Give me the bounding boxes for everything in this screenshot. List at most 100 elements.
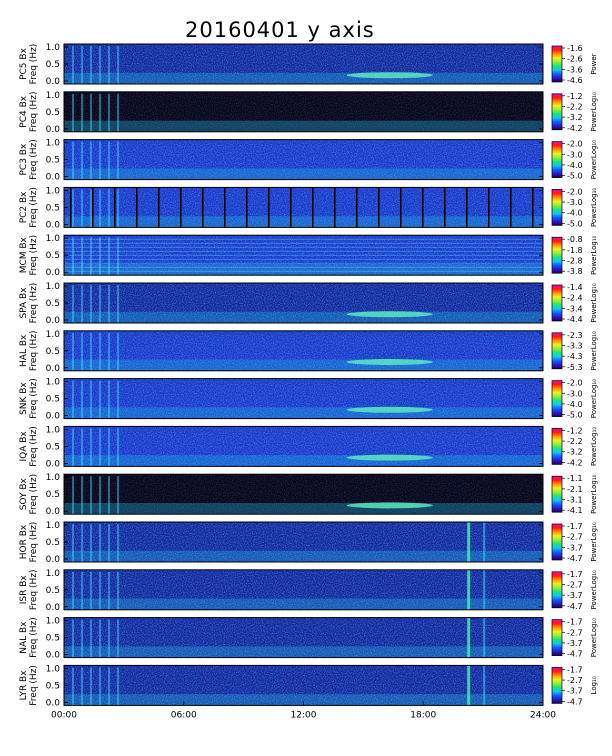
panel-snk: 1.0 0.5 0.0 SNK Bx Freq (Hz) -2.0-3.0 -4.0 -5.0… [19, 378, 598, 422]
svg-text:PowerLog₁₀: PowerLog₁₀ [590, 522, 598, 561]
svg-text:PC5 Bx: PC5 Bx [19, 47, 29, 79]
colorbar-tick-label: -3.0 [567, 150, 583, 159]
panel-hor: 1.0 0.5 0.0 HOR Bx Freq (Hz) -1.7 -2.7-3.7 -4.7… [19, 521, 598, 565]
svg-text:Freq (Hz): Freq (Hz) [29, 569, 39, 610]
svg-text:Freq (Hz): Freq (Hz) [29, 665, 39, 706]
svg-text:PowerLog₁₀: PowerLog₁₀ [590, 570, 598, 609]
colorbar-tick-label: -3.8 [567, 267, 583, 276]
colorbar-tick-label: -1.7 [567, 665, 583, 674]
panel-pc4: 1.0 0.5 0.0 PC4 Bx Freq (Hz) -1.2-2.2 -3.2 -4.2… [19, 91, 598, 135]
svg-text:PowerLog₁₀: PowerLog₁₀ [590, 235, 598, 274]
y-axis-label: NAL Bx Freq (Hz) [19, 617, 39, 658]
colorbar-title: PowerLog₁₀ [590, 92, 598, 131]
colorbar-title: PowerLog₁₀ [590, 474, 598, 513]
colorbar-tick-label: -4.4 [567, 315, 583, 324]
y-tick-label: 0.5 [46, 586, 60, 596]
svg-text:NAL Bx: NAL Bx [19, 621, 29, 654]
y-tick-label: 1.0 [46, 569, 61, 579]
colorbar-tick-label: -0.8 [567, 235, 583, 244]
y-axis-label: PC3 Bx Freq (Hz) [19, 139, 39, 180]
y-axis-label: PC2 Bx Freq (Hz) [19, 187, 39, 228]
colorbar-tick-label: -3.2 [567, 448, 583, 457]
colorbar-title: Log₁₀ [590, 676, 598, 694]
y-axis-label: SPA Bx Freq (Hz) [19, 283, 39, 324]
colorbar-tick-label: -3.7 [567, 639, 583, 648]
colorbar-tick-label: -2.3 [567, 331, 583, 340]
colorbar-tick-label: -4.7 [567, 554, 583, 563]
panel-spa: 1.0 0.5 0.0 SPA Bx Freq (Hz) -1.4 -2.4-3.4 -4.4… [19, 282, 598, 326]
svg-text:PowerLog₁₀: PowerLog₁₀ [590, 618, 598, 657]
svg-text:PowerLog₁₀: PowerLog₁₀ [590, 379, 598, 418]
svg-text:Freq (Hz): Freq (Hz) [29, 378, 39, 419]
svg-text:Power: Power [590, 53, 598, 74]
svg-text:Freq (Hz): Freq (Hz) [29, 139, 39, 180]
y-tick-label: 0.5 [46, 60, 60, 70]
colorbar-tick-label: -2.0 [567, 140, 583, 149]
panel-pc2: 1.0 0.5 0.0 PC2 Bx Freq (Hz) -2.0 -3.0 -4.0-5.0… [19, 186, 598, 230]
colorbar-tick-label: -3.0 [567, 389, 583, 398]
colorbar-tick-label: -5.0 [567, 219, 583, 228]
y-axis-label: SOY Bx Freq (Hz) [19, 474, 39, 515]
y-tick-label: 0.5 [46, 442, 60, 452]
panel-pc5: 1.0 0.5 0.0 PC5 Bx Freq (Hz) -1.6 -2.6-3.6 -4.6… [19, 43, 598, 87]
y-tick-label: 0.0 [46, 316, 61, 326]
colorbar [551, 428, 563, 465]
svg-text:Freq (Hz): Freq (Hz) [29, 474, 39, 515]
colorbar [551, 667, 563, 704]
colorbar [551, 236, 563, 274]
colorbar-title: PowerLog₁₀ [590, 570, 598, 609]
x-tick-label: 06:00 [171, 710, 197, 720]
y-tick-label: 1.0 [46, 43, 61, 53]
y-tick-label: 0.0 [46, 555, 61, 565]
colorbar [551, 141, 563, 178]
svg-text:Freq (Hz): Freq (Hz) [29, 617, 39, 658]
colorbar-tick-label: -4.6 [567, 76, 583, 85]
svg-text:Log₁₀: Log₁₀ [590, 676, 598, 694]
y-tick-label: 0.0 [46, 268, 61, 278]
svg-text:MCM Bx: MCM Bx [19, 236, 29, 273]
colorbar [551, 619, 563, 656]
colorbar-tick-label: -3.3 [567, 341, 583, 350]
svg-text:Freq (Hz): Freq (Hz) [29, 522, 39, 563]
y-tick-label: 0.5 [46, 251, 60, 261]
y-tick-label: 1.0 [46, 378, 61, 388]
colorbar [551, 523, 563, 561]
svg-text:Freq (Hz): Freq (Hz) [29, 330, 39, 371]
svg-text:Freq (Hz): Freq (Hz) [29, 235, 39, 276]
y-tick-label: 1.0 [46, 282, 61, 292]
y-axis-label: HAL Bx Freq (Hz) [19, 330, 39, 371]
colorbar-tick-label: -3.0 [567, 198, 583, 207]
y-axis-label: SNK Bx Freq (Hz) [19, 378, 39, 419]
colorbar [551, 284, 563, 322]
panel-lyr: 1.0 0.5 0.0 LYR Bx Freq (Hz) -1.7 -2.7 -3.7-4.7… [19, 664, 598, 708]
colorbar-title: PowerLog₁₀ [590, 188, 598, 227]
colorbar-tick-label: -5.0 [567, 172, 583, 181]
y-tick-label: 0.0 [46, 412, 61, 422]
svg-text:HAL Bx: HAL Bx [19, 334, 29, 367]
panel-pc3: 1.0 0.5 0.0 PC3 Bx Freq (Hz) -2.0-3.0 -4.0 -5.0… [19, 139, 598, 183]
svg-text:Freq (Hz): Freq (Hz) [29, 91, 39, 132]
colorbar-tick-label: -4.7 [567, 602, 583, 611]
colorbar [551, 475, 563, 513]
colorbar-tick-label: -3.6 [567, 65, 583, 74]
colorbar-title: PowerLog₁₀ [590, 618, 598, 657]
colorbar-tick-label: -2.8 [567, 257, 583, 266]
colorbar-tick-label: -1.2 [567, 92, 583, 101]
colorbar-tick-label: -2.7 [567, 628, 583, 637]
y-tick-label: 0.5 [46, 347, 60, 357]
colorbar-tick-label: -2.7 [567, 676, 583, 685]
colorbar-title: PowerLog₁₀ [590, 522, 598, 561]
colorbar-tick-label: -2.2 [567, 102, 583, 111]
colorbar-tick-label: -4.3 [567, 352, 583, 361]
y-tick-label: 1.0 [46, 473, 61, 483]
colorbar-title: PowerLog₁₀ [590, 283, 598, 322]
y-tick-label: 0.5 [46, 156, 60, 166]
colorbar [551, 189, 563, 226]
colorbar-tick-label: -1.2 [567, 426, 583, 435]
svg-text:HOR Bx: HOR Bx [19, 524, 29, 559]
svg-text:IQA Bx: IQA Bx [19, 431, 29, 462]
y-tick-label: 0.0 [46, 459, 61, 469]
y-tick-label: 0.0 [46, 77, 61, 87]
panel-iqa: 1.0 0.5 0.0 IQA Bx Freq (Hz) -1.2 -2.2 -3.2-4.2… [19, 425, 598, 469]
